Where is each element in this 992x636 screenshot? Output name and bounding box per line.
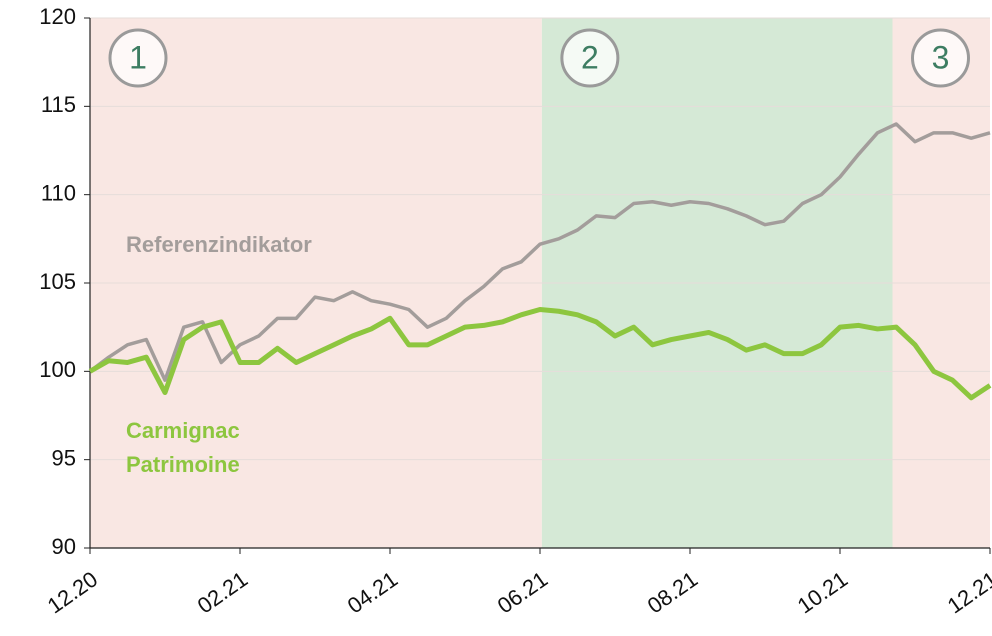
x-tick-label: 10.21 xyxy=(793,566,852,618)
y-tick-label: 105 xyxy=(39,269,76,294)
y-tick-label: 90 xyxy=(52,534,76,559)
x-tick-label: 08.21 xyxy=(643,566,702,618)
region-label: 1 xyxy=(129,39,147,75)
x-tick-label: 12.21 xyxy=(943,566,992,618)
series-label: Carmignac Patrimoine xyxy=(126,418,240,477)
region-label: 3 xyxy=(932,39,950,75)
y-tick-label: 110 xyxy=(41,180,76,205)
x-tick-label: 04.21 xyxy=(343,566,402,618)
series-label: Referenzindikator xyxy=(126,232,312,257)
region-badge xyxy=(911,28,970,88)
x-tick-label: 12.20 xyxy=(43,566,102,618)
y-tick-label: 100 xyxy=(39,357,76,382)
region-badge xyxy=(108,28,168,88)
x-tick-label: 02.21 xyxy=(193,566,252,618)
y-tick-label: 95 xyxy=(52,445,76,470)
region-badge xyxy=(560,28,620,88)
region-label: 2 xyxy=(581,39,599,75)
y-tick-label: 115 xyxy=(41,92,76,117)
y-tick-label: 120 xyxy=(39,4,76,29)
line xyxy=(88,122,991,382)
line xyxy=(88,307,992,401)
x-tick-label: 06.21 xyxy=(493,566,552,618)
